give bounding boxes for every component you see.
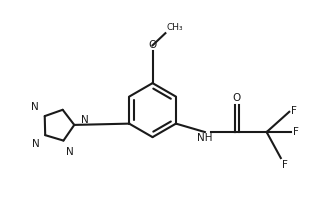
Text: N: N bbox=[32, 102, 39, 112]
Text: N: N bbox=[32, 139, 40, 149]
Text: O: O bbox=[233, 93, 241, 103]
Text: N: N bbox=[66, 147, 73, 157]
Text: F: F bbox=[293, 127, 298, 137]
Text: F: F bbox=[291, 106, 297, 116]
Text: CH₃: CH₃ bbox=[166, 23, 183, 32]
Text: N: N bbox=[81, 115, 89, 125]
Text: F: F bbox=[282, 160, 288, 170]
Text: NH: NH bbox=[197, 133, 213, 143]
Text: O: O bbox=[148, 40, 157, 50]
